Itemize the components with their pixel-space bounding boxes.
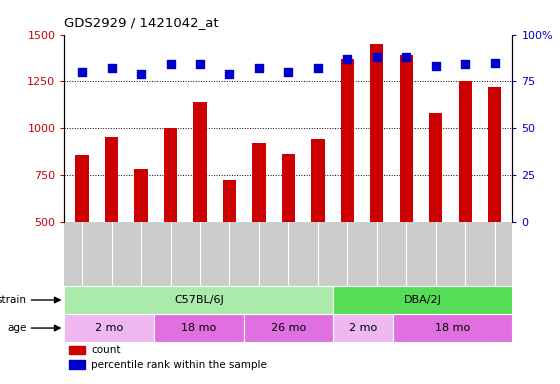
Text: strain: strain	[0, 295, 26, 305]
Text: DBA/2J: DBA/2J	[404, 295, 442, 305]
Point	[137, 71, 146, 77]
Text: 2 mo: 2 mo	[349, 323, 377, 333]
Bar	[459, 81, 472, 222]
Text: 2 mo: 2 mo	[95, 323, 123, 333]
Point	[461, 61, 470, 68]
Point	[225, 71, 234, 77]
Point	[314, 65, 323, 71]
Bar	[154, 314, 244, 342]
Point	[343, 56, 352, 62]
Bar	[244, 314, 333, 342]
Point	[402, 54, 411, 60]
Text: age: age	[7, 323, 26, 333]
Bar	[223, 180, 236, 222]
Bar	[164, 128, 177, 222]
Text: 18 mo: 18 mo	[181, 323, 216, 333]
Point	[107, 65, 116, 71]
Text: 18 mo: 18 mo	[435, 323, 470, 333]
Point	[431, 63, 440, 70]
Text: 26 mo: 26 mo	[271, 323, 306, 333]
Text: count: count	[91, 345, 121, 355]
Bar	[64, 286, 333, 314]
Point	[490, 60, 499, 66]
Bar	[311, 139, 324, 222]
Bar	[64, 314, 154, 342]
Bar	[134, 169, 148, 222]
Bar	[333, 286, 512, 314]
Bar	[400, 55, 413, 222]
Point	[78, 69, 87, 75]
Text: C57BL/6J: C57BL/6J	[174, 295, 223, 305]
Bar	[253, 143, 265, 222]
Point	[195, 61, 204, 68]
Bar	[393, 314, 512, 342]
Bar	[429, 113, 442, 222]
Bar	[105, 137, 118, 222]
Point	[254, 65, 263, 71]
Bar	[76, 155, 88, 222]
Bar	[69, 360, 85, 369]
Point	[372, 54, 381, 60]
Bar	[333, 314, 393, 342]
Bar	[370, 44, 384, 222]
Bar	[488, 87, 501, 222]
Text: percentile rank within the sample: percentile rank within the sample	[91, 359, 267, 369]
Point	[166, 61, 175, 68]
Point	[284, 69, 293, 75]
Bar	[340, 59, 354, 222]
Bar	[69, 346, 85, 354]
Bar	[193, 102, 207, 222]
Text: GDS2929 / 1421042_at: GDS2929 / 1421042_at	[64, 16, 219, 29]
Bar	[282, 154, 295, 222]
